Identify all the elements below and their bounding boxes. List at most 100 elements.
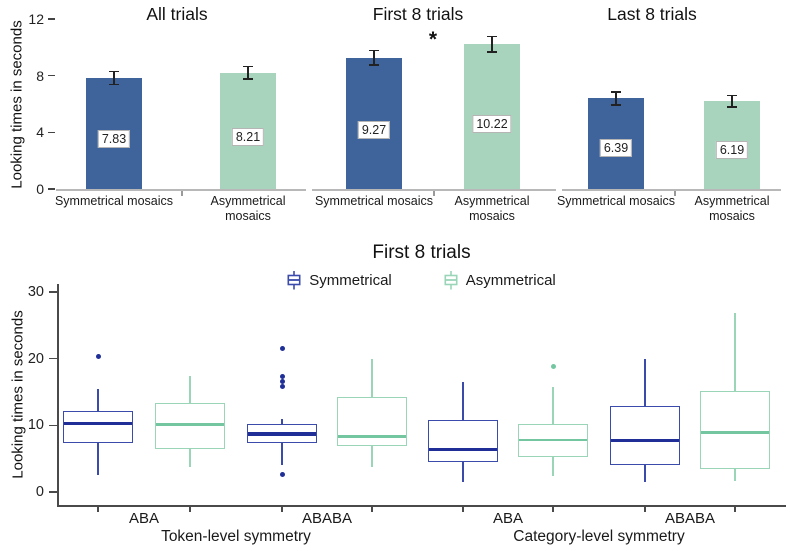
bottom-y-tick-label: 20 [27,350,44,367]
x-tick-label-token-ababa: ABABA [301,510,353,527]
bottom-y-tick-label: 10 [27,417,44,434]
error-bar-cap-top [243,65,253,68]
y-axis-line [57,284,59,507]
outlier-dot [279,378,285,384]
bar-category-label: Asymmetrical mosaics [454,194,530,223]
error-bar-cap-bottom [369,64,379,66]
bottom-y-tick-label: 30 [27,284,44,300]
whisker-lower [371,446,373,468]
top-y-tick-mark [48,74,55,77]
bottom-y-tick-label: 0 [35,484,44,500]
whisker-lower [97,442,99,476]
whisker-upper [371,358,373,397]
panel-x-center-tick [674,190,676,196]
outlier-dot [95,353,101,359]
whisker-upper [462,382,464,420]
whisker-upper [189,376,191,403]
bar-category-label: Asymmetrical mosaics [210,194,286,223]
legend-label-asymmetrical: Asymmetrical [465,272,556,289]
box-median-line [429,447,497,452]
bottom-x-tick-mark [281,506,283,512]
box-iqr [610,406,680,466]
error-bar-cap-bottom [611,104,621,106]
whisker-lower [552,456,554,476]
box-iqr [700,390,770,469]
bar-value-label: 6.19 [715,140,749,159]
box-median-line [611,438,679,443]
x-tick-label-token-aba: ABA [128,510,160,527]
error-bar-cap-top [611,91,621,93]
whisker-upper [552,387,554,424]
bottom-x-tick-mark [462,506,464,512]
boxplot-glyph-icon [287,271,301,290]
bottom-y-axis-label: Looking times in seconds [9,310,27,479]
error-bar-cap-top [109,70,119,73]
whisker-lower [462,462,464,482]
outlier-dot [279,374,285,380]
bottom-y-tick-mark [49,357,57,360]
whisker-upper [734,313,736,391]
top-y-tick-mark [48,131,55,134]
error-bar-line [373,50,375,65]
bottom-x-tick-mark [189,506,191,512]
bottom-y-tick-mark [49,424,57,427]
box-median-line [519,438,587,442]
error-bar-line [113,71,115,85]
box-median-line [248,432,316,436]
error-bar-line [491,36,493,52]
boxplot-title: First 8 trials [372,242,471,263]
panel-x-center-tick [181,190,183,196]
bottom-x-tick-mark [371,506,373,512]
outlier-dot [279,346,285,352]
boxplot-legend: Symmetrical Asymmetrical [57,271,786,290]
error-bar-line [731,95,733,107]
error-bar-line [615,92,617,105]
bottom-y-tick-mark [49,491,57,493]
error-bar-cap-bottom [487,51,497,53]
panel-baseline [312,189,556,191]
bar-category-label: Symmetrical mosaics [314,194,434,208]
bar-category-label: Symmetrical mosaics [556,194,676,208]
top-y-tick-label: 0 [36,181,44,197]
x-tick-label-category-aba: ABA [492,510,524,527]
panel-title-last-8-trials: Last 8 trials [607,4,697,24]
whisker-upper [644,358,646,406]
box-median-line [701,431,769,434]
error-bar-cap-top [727,94,737,97]
bar-value-label: 8.21 [231,127,265,146]
whisker-lower [734,468,736,481]
panel-baseline [56,189,306,191]
box-iqr [63,411,133,443]
error-bar-cap-top [487,35,497,38]
error-bar-cap-bottom [109,83,119,86]
whisker-lower [281,443,283,465]
outlier-dot [279,383,285,389]
bar-value-label: 10.22 [472,114,512,133]
panel-title-all-trials: All trials [146,4,208,24]
top-y-tick-label: 12 [28,11,44,27]
x-group-label-token-level: Token-level symmetry [161,528,311,545]
outlier-dot [279,471,285,477]
significance-asterisk: * [428,28,438,51]
bar-value-label: 9.27 [357,120,391,139]
error-bar-line [247,66,249,80]
error-bar-cap-bottom [727,106,737,108]
bottom-y-tick-mark [49,291,57,293]
whisker-lower [189,448,191,468]
top-y-tick-label: 8 [36,67,44,84]
bottom-x-tick-mark [552,506,554,512]
error-bar-cap-bottom [243,78,253,80]
whisker-upper [97,389,99,412]
bottom-x-tick-mark [97,506,99,512]
top-y-tick-mark [48,188,55,190]
whisker-upper [281,418,283,424]
panel-baseline [562,189,781,191]
box-median-line [156,423,224,426]
bar-value-label: 7.83 [97,130,131,149]
box-iqr [337,396,407,446]
top-y-tick-mark [48,18,55,20]
bottom-x-tick-mark [644,506,646,512]
box-median-line [64,421,132,426]
bar-category-label: Symmetrical mosaics [54,194,174,208]
